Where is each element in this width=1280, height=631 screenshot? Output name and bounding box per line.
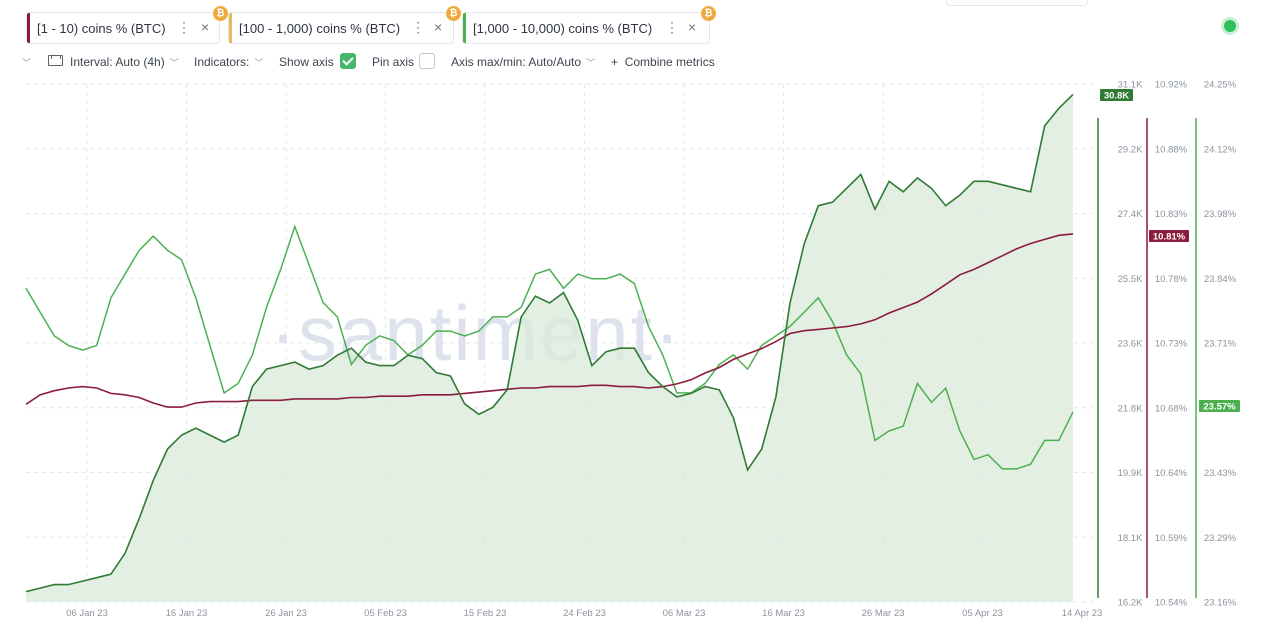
- show-axis-checkbox[interactable]: [340, 53, 356, 69]
- axis-maxmin-label: Axis max/min: Auto/Auto: [451, 55, 582, 69]
- x-tick-label: 06 Jan 23: [66, 608, 108, 619]
- y-tick-label: 23.84%: [1204, 274, 1237, 285]
- metric-tab-mid-holders[interactable]: [100 - 1,000) coins % (BTC) ⋮ × ₿: [228, 6, 461, 44]
- y-tick-label: 10.73%: [1155, 339, 1188, 350]
- y-tick-label: 27.4K: [1118, 209, 1143, 220]
- pin-axis-checkbox[interactable]: [419, 53, 435, 69]
- indicators-label: Indicators:: [194, 55, 250, 69]
- x-tick-label: 16 Mar 23: [762, 608, 805, 619]
- metric-tab-large-holders[interactable]: [1,000 - 10,000) coins % (BTC) ⋮ × ₿: [462, 6, 716, 44]
- x-tick-label: 05 Feb 23: [364, 608, 407, 619]
- x-tick-label: 05 Apr 23: [962, 608, 1003, 619]
- last-value-tag: [1149, 230, 1189, 242]
- more-vertical-icon[interactable]: ⋮: [665, 19, 679, 35]
- price-area-fill: [26, 94, 1073, 603]
- chart-axes: 06 Jan 23 16 Jan 23 26 Jan 23 05 Feb 23 15 F…: [66, 80, 1240, 619]
- y-tick-label: 23.16%: [1204, 598, 1237, 609]
- interval-label: Interval: Auto (4h): [70, 55, 165, 69]
- bitcoin-icon: ₿: [213, 6, 228, 21]
- interval-dropdown[interactable]: Interval: Auto (4h) ﹀: [70, 55, 179, 69]
- indicators-dropdown[interactable]: Indicators: ﹀: [194, 55, 263, 69]
- pin-axis-label: Pin axis: [372, 55, 415, 69]
- axis-maxmin-dropdown[interactable]: Axis max/min: Auto/Auto ﹀: [451, 55, 595, 69]
- x-tick-label: 14 Apr 23: [1062, 608, 1103, 619]
- y-tick-label: 19.9K: [1118, 468, 1143, 479]
- x-tick-label: 16 Jan 23: [166, 608, 208, 619]
- last-value-tag-label: 10.81%: [1153, 232, 1186, 243]
- top-right-control[interactable]: [946, 0, 1088, 6]
- y-tick-label: 23.98%: [1204, 209, 1237, 220]
- more-vertical-icon[interactable]: ⋮: [177, 19, 191, 35]
- chevron-down-icon[interactable]: ﹀: [22, 58, 32, 68]
- metric-color-bar: [229, 13, 232, 43]
- y-tick-label: 18.1K: [1118, 533, 1143, 544]
- more-vertical-icon[interactable]: ⋮: [411, 19, 425, 35]
- y-tick-label: 23.29%: [1204, 533, 1237, 544]
- y-tick-label: 10.78%: [1155, 274, 1188, 285]
- last-value-tag: [1100, 89, 1133, 101]
- chevron-down-icon: ﹀: [254, 58, 264, 68]
- bitcoin-icon: ₿: [446, 6, 461, 21]
- y-tick-label: 16.2K: [1118, 598, 1143, 609]
- y-tick-label: 10.64%: [1155, 468, 1188, 479]
- chevron-down-icon: ﹀: [169, 58, 179, 68]
- y-tick-label: 10.54%: [1155, 598, 1188, 609]
- y-tick-label: 10.68%: [1155, 403, 1188, 414]
- y-tick-label: 31.1K: [1118, 80, 1143, 91]
- y-tick-label: 21.8K: [1118, 403, 1143, 414]
- y-tick-label: 29.2K: [1118, 144, 1143, 155]
- y-tick-label: 10.59%: [1155, 533, 1188, 544]
- calendar-icon: [48, 55, 63, 66]
- y-tick-label: 23.6K: [1118, 339, 1143, 350]
- y-tick-label: 23.71%: [1204, 339, 1237, 350]
- combine-metrics-label: Combine metrics: [624, 55, 715, 69]
- chevron-down-icon: ﹀: [586, 58, 596, 68]
- x-tick-label: 15 Feb 23: [464, 608, 507, 619]
- bitcoin-icon: ₿: [701, 6, 716, 21]
- y-tick-label: 10.83%: [1155, 209, 1188, 220]
- show-axis-label: Show axis: [279, 55, 334, 69]
- metric-tab-label: [1 - 10) coins % (BTC): [37, 21, 166, 36]
- large-holders-line: [25, 224, 1074, 470]
- metric-tab-label: [100 - 1,000) coins % (BTC): [239, 21, 401, 36]
- plus-icon: +: [611, 55, 619, 69]
- close-icon[interactable]: ×: [434, 19, 443, 35]
- y-tick-label: 10.92%: [1155, 80, 1188, 91]
- metric-color-bar: [463, 13, 466, 43]
- y-tick-label: 23.43%: [1204, 468, 1237, 479]
- metric-color-bar: [27, 13, 30, 43]
- y-tick-label: 24.25%: [1204, 80, 1237, 91]
- y-tick-label: 10.88%: [1155, 144, 1188, 155]
- metric-tab-label: [1,000 - 10,000) coins % (BTC): [473, 21, 653, 36]
- metric-tabs: [1 - 10) coins % (BTC) ⋮ × ₿ [100 - 1,00…: [0, 0, 1280, 46]
- x-tick-label: 06 Mar 23: [663, 608, 706, 619]
- x-tick-label: 26 Mar 23: [862, 608, 905, 619]
- last-value-tag: [1199, 400, 1240, 412]
- last-value-tag-label: 23.57%: [1203, 402, 1236, 413]
- x-tick-label: 24 Feb 23: [563, 608, 606, 619]
- x-tick-label: 26 Jan 23: [265, 608, 307, 619]
- combine-metrics-button[interactable]: + Combine metrics: [611, 55, 715, 69]
- close-icon[interactable]: ×: [688, 19, 697, 35]
- price-line: [25, 93, 1074, 593]
- metric-tab-small-holders[interactable]: [1 - 10) coins % (BTC) ⋮ × ₿: [26, 6, 228, 44]
- last-value-tag-label: 30.8K: [1104, 91, 1129, 102]
- live-status-indicator: [1224, 20, 1236, 32]
- small-holders-line: [25, 233, 1074, 408]
- y-tick-label: 25.5K: [1118, 274, 1143, 285]
- y-tick-label: 24.12%: [1204, 144, 1237, 155]
- chart-series: [25, 93, 1074, 603]
- chart-toolbar: ﹀ Interval: Auto (4h) ﹀ Indicators: ﹀ Show…: [0, 50, 1280, 74]
- close-icon[interactable]: ×: [201, 19, 210, 35]
